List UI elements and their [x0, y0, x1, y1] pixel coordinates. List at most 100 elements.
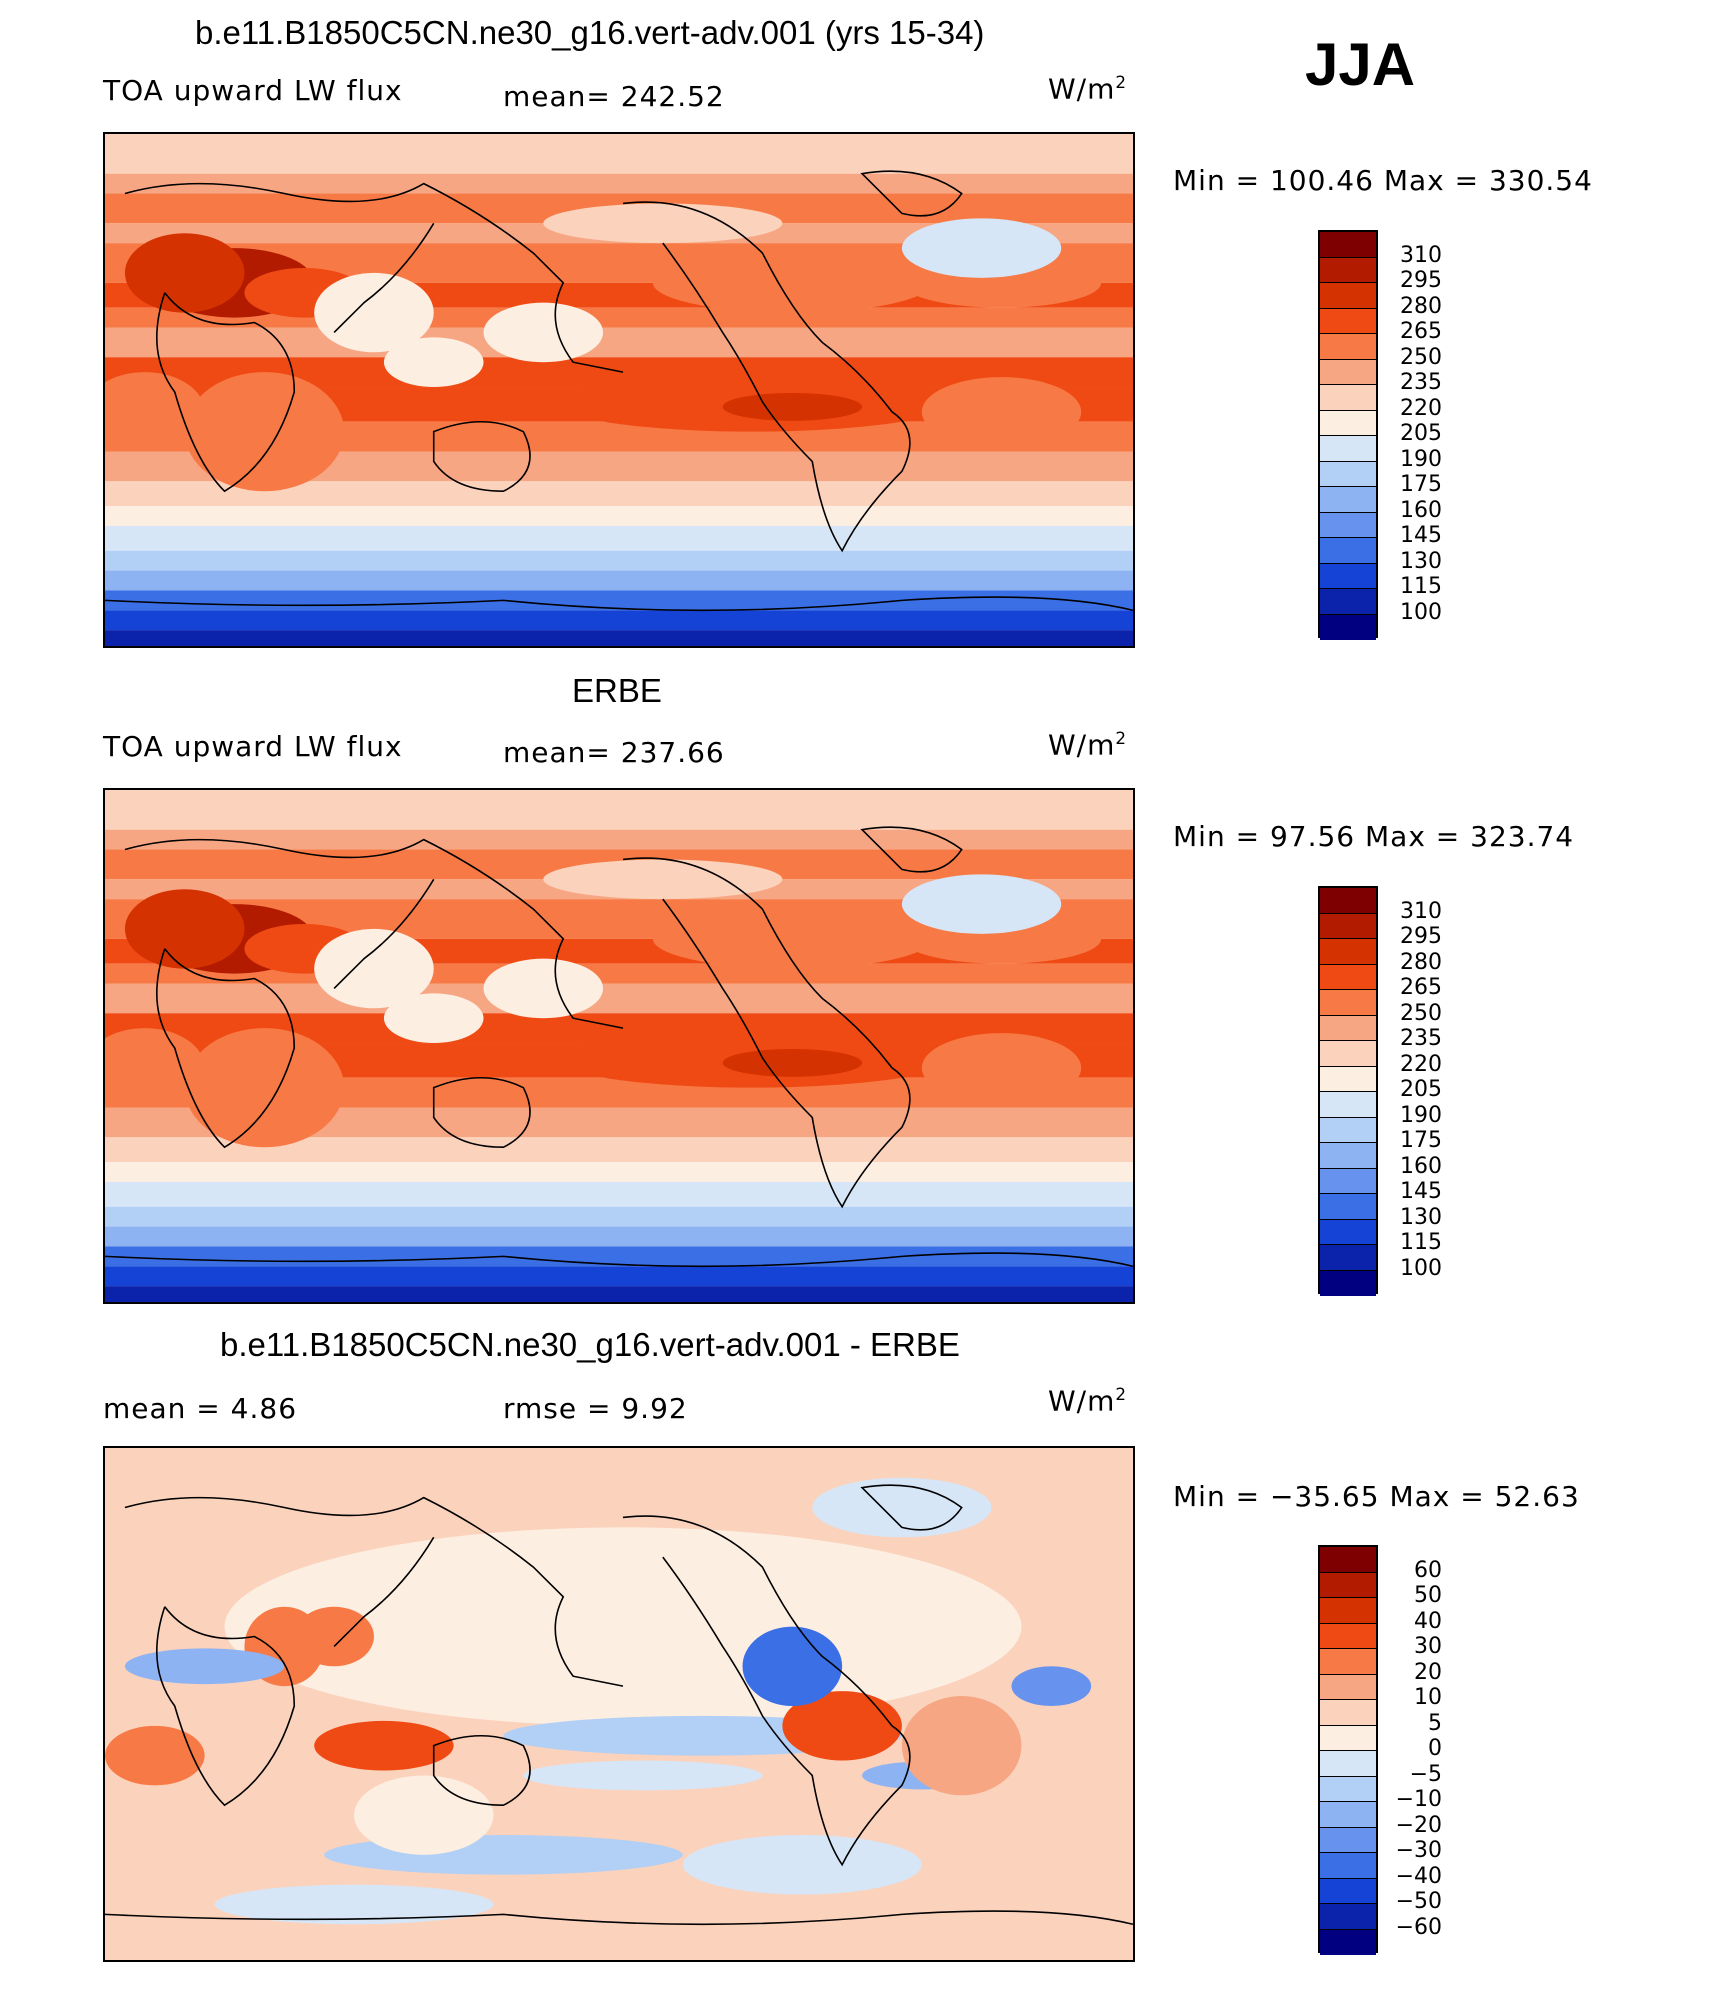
colorbar-swatch: [1320, 1623, 1376, 1649]
flux-band: [105, 829, 1133, 850]
coastline: [860, 1484, 963, 1531]
diff-blob: [901, 1696, 1022, 1796]
panel1-map-svg: [105, 134, 1133, 646]
colorbar-label: 160: [1400, 1153, 1442, 1179]
flux-blob: [383, 993, 484, 1044]
colorbar-swatch: [1320, 1827, 1376, 1853]
colorbar-swatch: [1320, 283, 1376, 309]
colorbar-label: 60: [1414, 1557, 1442, 1583]
colorbar-swatch: [1320, 1929, 1376, 1955]
colorbar-label: −10: [1395, 1787, 1442, 1812]
colorbar-swatch: [1320, 1143, 1376, 1169]
colorbar-label: −20: [1395, 1812, 1442, 1838]
season-label: JJA: [1305, 31, 1416, 98]
coastline: [860, 170, 963, 217]
panel1-colorbar: [1318, 230, 1378, 640]
colorbar-label: 190: [1400, 446, 1442, 472]
colorbar-label: −5: [1409, 1761, 1442, 1787]
colorbar-swatch: [1320, 1168, 1376, 1194]
panel1-units: W/m2: [1048, 72, 1127, 105]
flux-band: [105, 630, 1133, 646]
diff-blob: [124, 1648, 285, 1685]
colorbar-swatch: [1320, 1245, 1376, 1271]
coastline: [105, 596, 1133, 612]
diff-blob: [105, 1725, 205, 1786]
flux-blob: [184, 372, 345, 492]
colorbar-label: 190: [1400, 1102, 1442, 1128]
colorbar-label: 130: [1400, 548, 1442, 574]
flux-blob: [722, 392, 863, 421]
coastline: [124, 838, 624, 1029]
colorbar-swatch: [1320, 1725, 1376, 1751]
colorbar-swatch: [1320, 614, 1376, 640]
coastline: [156, 948, 296, 1149]
colorbar-label: 220: [1400, 395, 1442, 421]
colorbar-label: 220: [1400, 1051, 1442, 1077]
flux-band: [105, 590, 1133, 611]
colorbar-swatch: [1320, 487, 1376, 513]
colorbar-swatch: [1320, 1117, 1376, 1143]
colorbar-swatch: [1320, 1194, 1376, 1220]
flux-band: [105, 506, 1133, 526]
colorbar-swatch: [1320, 1853, 1376, 1879]
panel3-colorbar: [1318, 1545, 1378, 1955]
flux-blob: [901, 874, 1062, 934]
colorbar-label: 115: [1400, 1230, 1442, 1255]
flux-band: [105, 610, 1133, 631]
colorbar-swatch: [1320, 1066, 1376, 1092]
colorbar-label: 235: [1400, 370, 1442, 395]
colorbar-swatch: [1320, 888, 1376, 914]
coastline: [156, 292, 296, 493]
coastline: [622, 1515, 911, 1867]
coastline: [156, 1606, 296, 1807]
coastline: [860, 826, 963, 873]
coastline: [124, 182, 624, 373]
flux-band: [105, 525, 1133, 551]
flux-blob: [722, 1048, 863, 1077]
flux-band: [105, 983, 1133, 1014]
panel3-rmse-label: rmse = 9.92: [503, 1392, 688, 1425]
flux-band: [105, 790, 1133, 830]
colorbar-label: 160: [1400, 497, 1442, 523]
panel2-minmax: Min = 97.56 Max = 323.74: [1173, 820, 1575, 853]
colorbar-label: 250: [1400, 1000, 1442, 1026]
colorbar-swatch: [1320, 1041, 1376, 1067]
diff-blob: [682, 1834, 922, 1895]
panel2-title: ERBE: [572, 672, 662, 709]
diff-blob: [742, 1626, 843, 1706]
flux-blob: [383, 337, 484, 388]
colorbar-swatch: [1320, 1649, 1376, 1675]
panel1-title: b.e11.B1850C5CN.ne30_g16.vert-adv.001 (y…: [195, 14, 985, 51]
colorbar-label: 175: [1400, 472, 1442, 497]
panel3-map-svg: [105, 1448, 1133, 1960]
colorbar-swatch: [1320, 1802, 1376, 1828]
colorbar-label: 265: [1400, 319, 1442, 344]
colorbar-label: 310: [1400, 242, 1442, 268]
colorbar-swatch: [1320, 1751, 1376, 1777]
diff-blob: [812, 1477, 992, 1538]
colorbar-label: 145: [1400, 1179, 1442, 1204]
colorbar-swatch: [1320, 461, 1376, 487]
coastline: [432, 420, 531, 493]
colorbar-swatch: [1320, 1904, 1376, 1930]
colorbar-swatch: [1320, 1270, 1376, 1296]
colorbar-label: 50: [1414, 1583, 1442, 1608]
coastline: [124, 1496, 624, 1687]
colorbar-swatch: [1320, 410, 1376, 436]
colorbar-label: 40: [1414, 1608, 1442, 1634]
colorbar-label: 130: [1400, 1204, 1442, 1230]
flux-band: [105, 1206, 1133, 1227]
panel1-minmax: Min = 100.46 Max = 330.54: [1173, 164, 1593, 197]
panel3-mean-label: mean = 4.86: [103, 1392, 298, 1425]
diff-blob: [1011, 1666, 1092, 1706]
colorbar-label: 205: [1400, 1077, 1442, 1102]
colorbar-swatch: [1320, 563, 1376, 589]
colorbar-swatch: [1320, 990, 1376, 1016]
colorbar-label: 5: [1428, 1710, 1442, 1736]
diff-blob: [523, 1760, 763, 1791]
flux-blob: [921, 377, 1082, 447]
colorbar-swatch: [1320, 939, 1376, 965]
colorbar-swatch: [1320, 512, 1376, 538]
flux-blob: [543, 859, 783, 900]
flux-blob: [314, 928, 434, 1009]
